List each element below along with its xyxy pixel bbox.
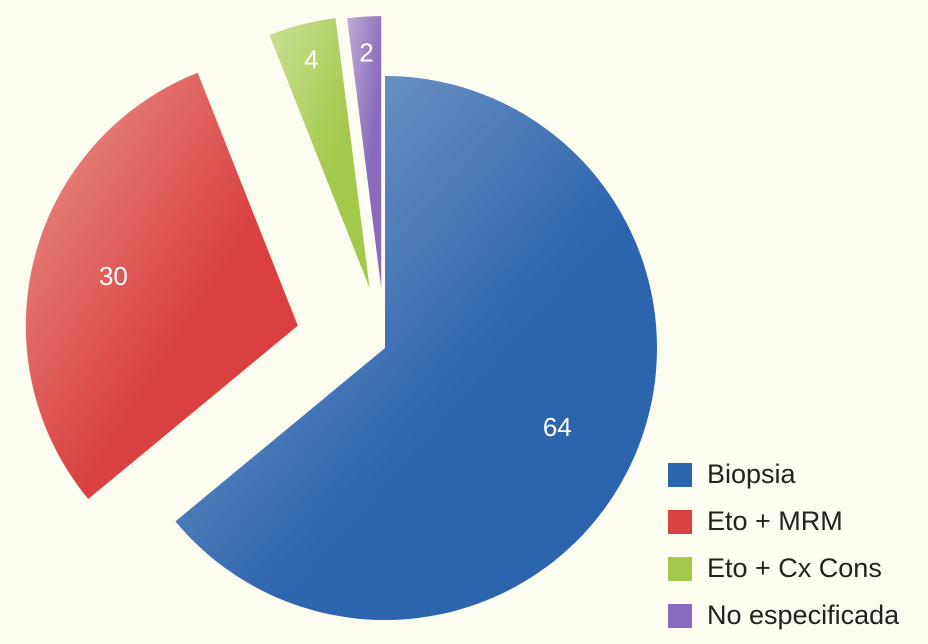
legend-label: Eto + Cx Cons bbox=[707, 553, 882, 583]
data-label: 30 bbox=[99, 261, 128, 291]
legend-swatch bbox=[668, 463, 692, 487]
legend-label: Biopsia bbox=[707, 459, 797, 489]
legend-label: No especificada bbox=[707, 600, 900, 630]
pie-slice bbox=[25, 72, 298, 499]
legend-swatch bbox=[668, 604, 692, 628]
legend-swatch bbox=[668, 557, 692, 581]
pie-slice bbox=[347, 16, 382, 289]
data-label: 2 bbox=[359, 38, 373, 68]
data-label: 4 bbox=[304, 44, 318, 74]
pie-slice bbox=[269, 18, 370, 288]
legend-label: Eto + MRM bbox=[707, 506, 843, 536]
pie-slice bbox=[175, 76, 657, 620]
legend-swatch bbox=[668, 510, 692, 534]
data-label: 64 bbox=[543, 412, 572, 442]
